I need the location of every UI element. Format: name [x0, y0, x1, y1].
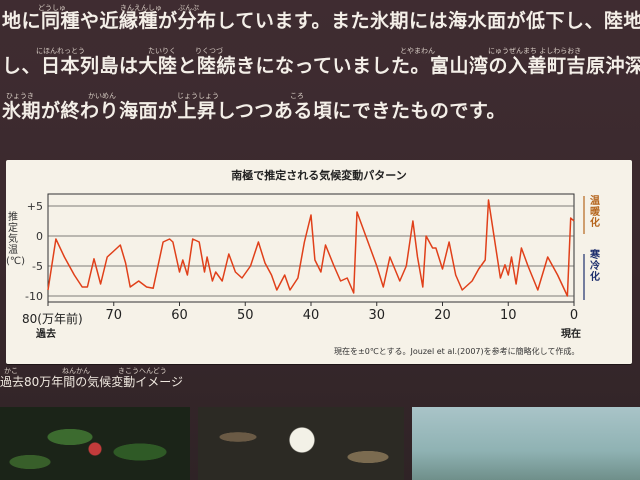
temperature-series-line — [47, 199, 575, 297]
ruby-text: たいりく — [148, 47, 176, 55]
x-tick-label: 0 — [570, 308, 578, 323]
x-tick-label: 50 — [237, 308, 254, 323]
y-tick-label: 0 — [36, 230, 43, 243]
plant-photo-landscape — [412, 407, 640, 480]
x-start-sub-label: 過去 — [36, 329, 56, 340]
chart-caption: 過去80万年間の気候変動イメージ — [0, 375, 184, 389]
ruby-text: きんえんしゅ — [120, 4, 162, 12]
cold-label: 寒冷化 — [590, 250, 600, 283]
source-note: 現在を±0℃とする。Jouzel et al.(2007)を参考に簡略化して作成… — [334, 347, 580, 356]
ruby-text: ぶんぷ — [178, 4, 199, 12]
y-axis-label: 推定気温(℃) — [6, 212, 26, 267]
ruby-text: ひょうき — [6, 92, 34, 100]
ruby-text: りくつづ — [195, 47, 223, 55]
ruby-text: とやまわん — [400, 47, 435, 55]
chart-title: 南極で推定される気候変動パターン — [231, 169, 407, 182]
ruby-text: かこ — [4, 367, 18, 375]
ruby-text: ころ — [290, 92, 304, 100]
y-tick-label: -10 — [25, 290, 43, 303]
ruby-text: じょうしょう — [177, 92, 219, 100]
ruby-text: どうしゅ — [38, 4, 66, 12]
x-tick-label: 40 — [303, 308, 320, 323]
x-end-sub-label: 現在 — [561, 329, 581, 340]
plant-photo-flower — [198, 407, 404, 480]
ruby-text: きこうへんどう — [118, 367, 167, 375]
warm-label: 温暖化 — [590, 196, 600, 229]
x-tick-label: 10 — [500, 308, 517, 323]
exhibit-text-line-3: 氷期が終わり海面が上昇しつつある頃にできたものです。 — [2, 100, 506, 122]
x-start-label: 80(万年前) — [22, 312, 83, 326]
exhibit-text-line-2: し、日本列島は大陸と陸続きになっていました。富山湾の入善町吉原沖深 — [2, 55, 640, 77]
plant-photo-berries — [0, 407, 190, 480]
ruby-text: にほんれっとう — [36, 47, 85, 55]
x-tick-label: 20 — [434, 308, 451, 323]
ruby-text: ねんかん — [62, 367, 90, 375]
x-tick-label: 70 — [105, 308, 122, 323]
y-tick-label: -5 — [32, 260, 43, 273]
exhibit-text-line-1: 地に同種や近縁種が分布しています。また氷期には海水面が低下し、陸地 — [2, 10, 640, 32]
ruby-text: かいめん — [88, 92, 116, 100]
ruby-text: にゅうぜんまち よしわらおき — [488, 47, 582, 55]
x-tick-label: 30 — [368, 308, 385, 323]
x-tick-label: 60 — [171, 308, 188, 323]
y-tick-label: +5 — [27, 200, 43, 213]
